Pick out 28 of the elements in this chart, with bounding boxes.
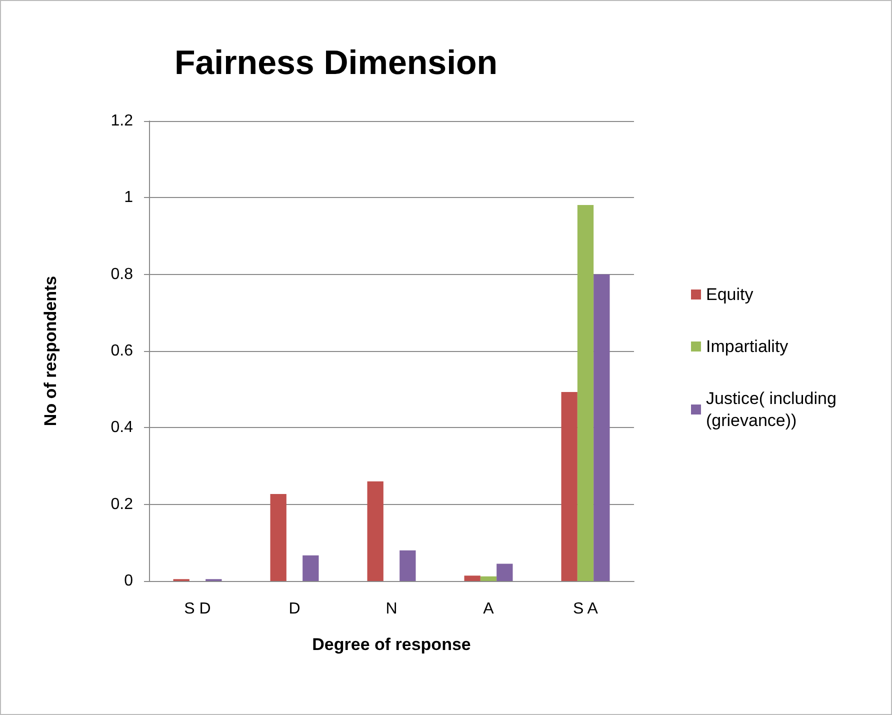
bar: [561, 392, 578, 581]
y-tick-label: 0.4: [110, 419, 134, 436]
bar: [367, 481, 384, 581]
y-tick-label: 0.6: [110, 342, 134, 360]
bar: [496, 564, 513, 581]
x-axis-title: Degree of response: [312, 635, 471, 654]
y-tick-label: 0.8: [110, 266, 134, 283]
chart-title: Fairness Dimension: [174, 44, 498, 82]
y-tick-label: 1.2: [110, 112, 134, 130]
bar: [400, 550, 416, 581]
bar: [464, 576, 480, 581]
bar: [302, 555, 319, 581]
y-tick-label: 1: [124, 189, 134, 206]
y-tick-label: 0.2: [110, 496, 134, 513]
x-tick-label: N: [386, 600, 398, 618]
legend-label: Justice( including (grievance)): [706, 389, 842, 430]
legend-label: Equity: [706, 285, 754, 304]
bar: [270, 494, 286, 581]
x-tick-label: S A: [573, 600, 598, 618]
y-axis-title: No of respondents: [41, 276, 60, 426]
y-tick-label: 0: [124, 572, 134, 590]
legend-label: Impartiality: [706, 337, 789, 356]
bar: [480, 576, 497, 581]
x-tick-label: D: [288, 600, 300, 618]
x-tick-label: S D: [184, 600, 211, 618]
x-tick-label: A: [483, 600, 494, 618]
bar: [577, 204, 594, 581]
bar: [594, 274, 610, 581]
